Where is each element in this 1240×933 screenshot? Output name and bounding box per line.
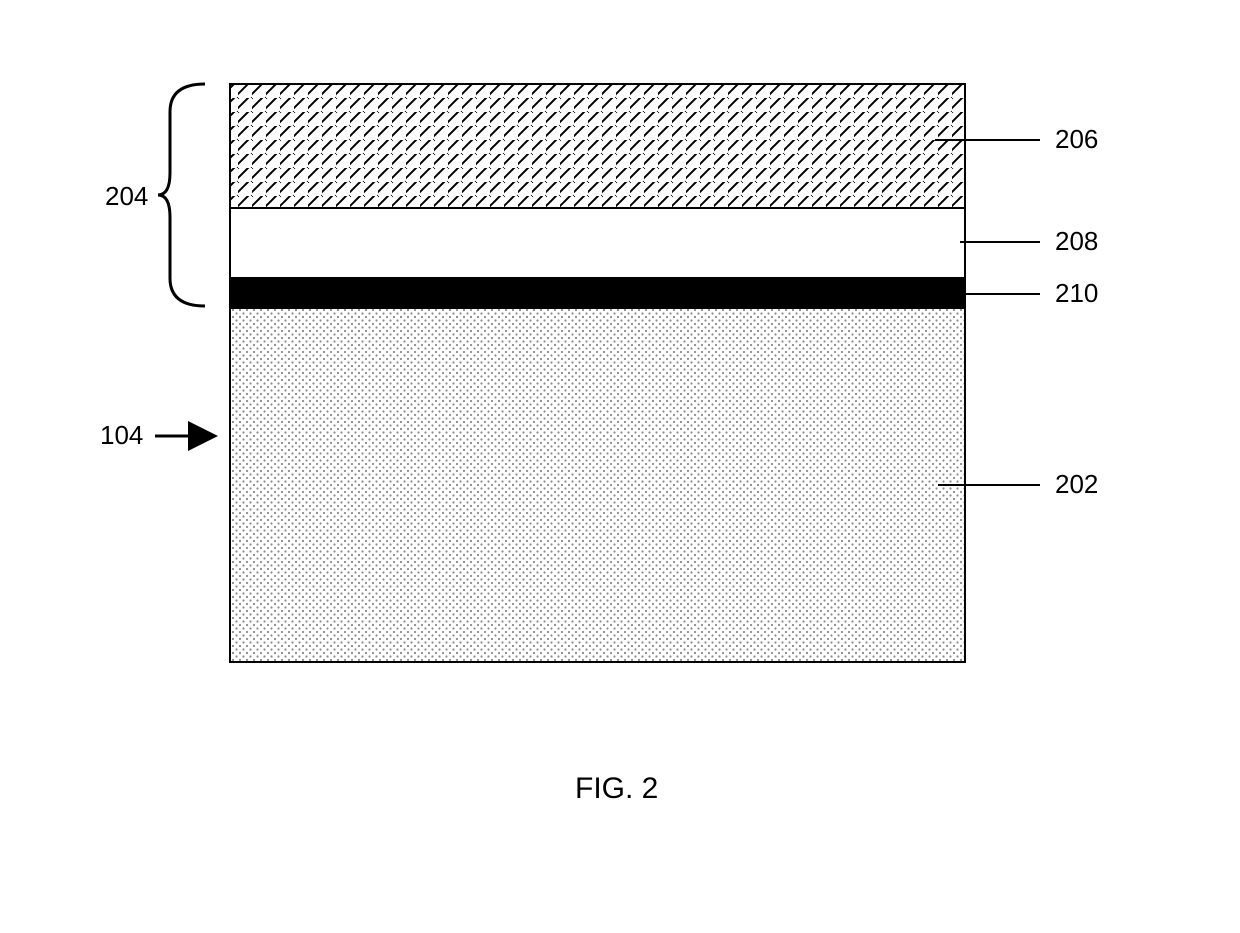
label-208: 208 [1055,226,1098,257]
layer-202 [230,308,965,662]
layer-206 [230,84,965,208]
label-206: 206 [1055,124,1098,155]
layer-208 [230,208,965,278]
label-fig: FIG. 2 [575,772,658,806]
label-202: 202 [1055,469,1098,500]
layer-210 [230,278,965,308]
label-204: 204 [105,181,148,212]
brace-204 [158,84,205,306]
label-104: 104 [100,420,143,451]
label-210: 210 [1055,278,1098,309]
